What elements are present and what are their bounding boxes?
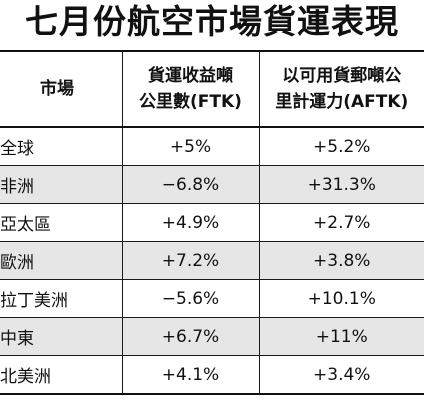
market-cell: 歐洲 [0, 241, 122, 280]
ftk-cell: −5.6% [121, 279, 259, 318]
ftk-cell: +5% [121, 127, 259, 166]
column-header-market: 市場 [0, 50, 122, 128]
table-row: 北美洲 +4.1% +3.4% [0, 355, 424, 395]
column-header-aftk: 以可用貨郵噸公 里計運力(AFTK) [258, 50, 424, 128]
market-cell: 全球 [0, 127, 122, 166]
ftk-cell: +4.9% [121, 203, 259, 242]
market-cell: 中東 [0, 317, 122, 356]
column-header-market-label: 市場 [40, 79, 74, 99]
table-row: 中東 +6.7% +11% [0, 317, 424, 356]
table-row: 歐洲 +7.2% +3.8% [0, 241, 424, 280]
aftk-cell: +11% [258, 317, 424, 356]
table-row: 亞太區 +4.9% +2.7% [0, 203, 424, 242]
header-row: 市場 貨運收益噸 公里數(FTK) 以可用貨郵噸公 里計運力(AFTK) [0, 50, 424, 128]
table-row: 全球 +5% +5.2% [0, 127, 424, 166]
aftk-cell: +3.8% [258, 241, 424, 280]
column-header-ftk: 貨運收益噸 公里數(FTK) [121, 50, 259, 128]
aftk-cell: +2.7% [258, 203, 424, 242]
column-header-ftk-line2: 公里數(FTK) [139, 92, 242, 112]
aftk-cell: +3.4% [258, 355, 424, 395]
cargo-table: 市場 貨運收益噸 公里數(FTK) 以可用貨郵噸公 里計運力(AFTK) 全球 … [0, 50, 424, 395]
aftk-cell: +31.3% [258, 165, 424, 204]
aftk-cell: +5.2% [258, 127, 424, 166]
aftk-cell: +10.1% [258, 279, 424, 318]
column-header-aftk-line1: 以可用貨郵噸公 [282, 66, 402, 86]
ftk-cell: +6.7% [121, 317, 259, 356]
ftk-cell: +4.1% [121, 355, 259, 395]
table-row: 拉丁美洲 −5.6% +10.1% [0, 279, 424, 318]
column-header-aftk-line2: 里計運力(AFTK) [275, 92, 409, 112]
table-row: 非洲 −6.8% +31.3% [0, 165, 424, 204]
ftk-cell: +7.2% [121, 241, 259, 280]
table-body: 全球 +5% +5.2% 非洲 −6.8% +31.3% 亞太區 +4.9% +… [0, 127, 424, 395]
market-cell: 亞太區 [0, 203, 122, 242]
column-header-ftk-line1: 貨運收益噸 [148, 66, 233, 86]
market-cell: 非洲 [0, 165, 122, 204]
page-title: 七月份航空市場貨運表現 [25, 2, 399, 41]
market-cell: 北美洲 [0, 355, 122, 395]
table-header: 市場 貨運收益噸 公里數(FTK) 以可用貨郵噸公 里計運力(AFTK) [0, 50, 424, 128]
ftk-cell: −6.8% [121, 165, 259, 204]
market-cell: 拉丁美洲 [0, 279, 122, 318]
